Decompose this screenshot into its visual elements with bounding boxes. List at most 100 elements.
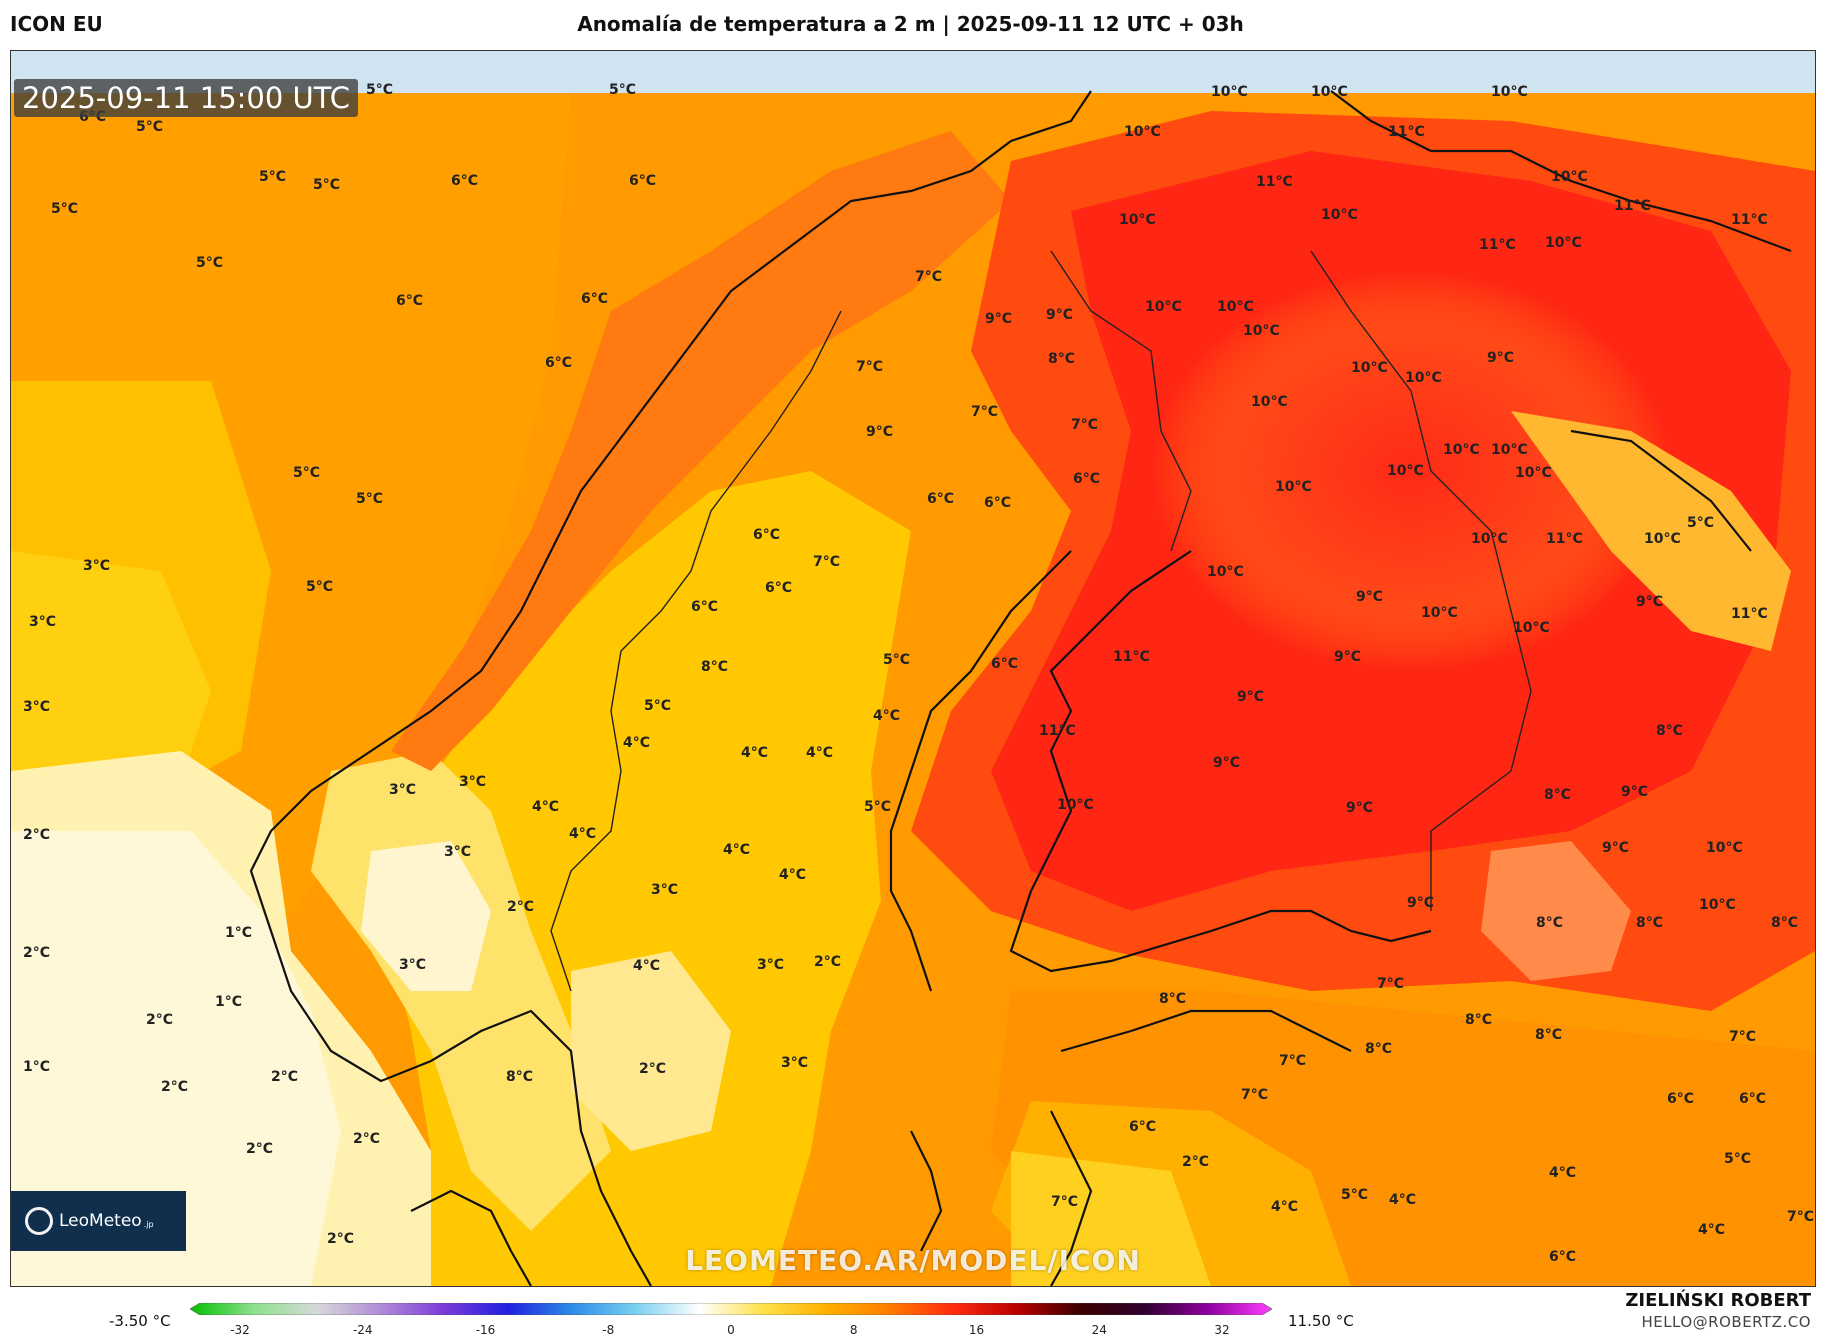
map-label: 8°C (506, 1069, 533, 1085)
map-label: 2°C (507, 899, 534, 915)
sweden-finland-border (1050, 250, 1192, 552)
map-label: 5°C (864, 799, 891, 815)
map-label: 5°C (366, 82, 393, 98)
map-label: 5°C (1724, 1151, 1751, 1167)
map-label: 6°C (545, 355, 572, 371)
map-label: 1°C (23, 1059, 50, 1075)
map-label: 10°C (1513, 620, 1550, 636)
map-label: 7°C (1787, 1209, 1814, 1225)
map-label: 10°C (1545, 235, 1582, 251)
map-label: 9°C (1407, 895, 1434, 911)
valid-time-badge: 2025-09-11 15:00 UTC (14, 79, 359, 117)
map-label: 11°C (1388, 124, 1425, 140)
map-label: 9°C (1621, 784, 1648, 800)
map-label: 4°C (1271, 1199, 1298, 1215)
colorbar-tick-label: -16 (475, 1323, 496, 1337)
map-label: 3°C (757, 957, 784, 973)
map-label: 4°C (633, 958, 660, 974)
map-label: 5°C (306, 579, 333, 595)
map-label: 9°C (1334, 649, 1361, 665)
map-label: 4°C (623, 735, 650, 751)
temperature-anomaly-map[interactable]: 5°C 5°C 6°C 5°C 5°C 5°C 6°C 6°C 5°C 5°C … (11, 51, 1815, 1286)
norway-sweden-coastline (249, 90, 1092, 1286)
map-label: 2°C (271, 1069, 298, 1085)
map-label: 1°C (225, 925, 252, 941)
map-label: 10°C (1706, 840, 1743, 856)
model-name: ICON EU (10, 12, 103, 36)
map-label: 6°C (765, 580, 792, 596)
map-label: 10°C (1124, 124, 1161, 140)
map-label: 7°C (1729, 1029, 1756, 1045)
map-label: 11°C (1039, 723, 1076, 739)
map-label: 10°C (1321, 207, 1358, 223)
map-label: 1°C (215, 994, 242, 1010)
coastlines (249, 90, 1792, 1286)
map-label: 8°C (1048, 351, 1075, 367)
colorbar-tick-label: 32 (1214, 1323, 1230, 1337)
map-label: 9°C (1636, 594, 1663, 610)
map-label: 3°C (651, 882, 678, 898)
colorbar-min-label: -3.50 °C (109, 1312, 171, 1330)
author-email[interactable]: HELLO@ROBERTZ.CO (1641, 1313, 1811, 1331)
map-label: 5°C (259, 169, 286, 185)
colorbar-tick-label: 8 (849, 1323, 858, 1337)
baltic-east-coast (1050, 1110, 1093, 1286)
map-label: 5°C (356, 491, 383, 507)
map-label: 9°C (1237, 689, 1264, 705)
map-label: 6°C (396, 293, 423, 309)
map-label: 3°C (389, 782, 416, 798)
map-label: 5°C (883, 652, 910, 668)
map-label: 5°C (293, 465, 320, 481)
logo-suffix: .jp (143, 1220, 154, 1229)
denmark-coast (410, 1189, 532, 1286)
map-label: 8°C (701, 659, 728, 675)
kola-coastline (1330, 90, 1792, 253)
norway-sweden-border (550, 310, 842, 992)
map-label: 7°C (915, 269, 942, 285)
map-label: 6°C (1739, 1091, 1766, 1107)
source-watermark: LEOMETEO.AR/MODEL/ICON (685, 1244, 1141, 1277)
finland-russia-border (1310, 250, 1532, 911)
map-label: 11°C (1614, 198, 1651, 214)
leometeo-logo[interactable]: LeoMeteo .jp (11, 1191, 186, 1251)
map-label: 8°C (1636, 915, 1663, 931)
colorbar-tick-label: 24 (1091, 1323, 1107, 1337)
map-label: 5°C (644, 698, 671, 714)
map-label: 8°C (1535, 1027, 1562, 1043)
map-label: 6°C (991, 656, 1018, 672)
map-label: 9°C (1346, 800, 1373, 816)
sun-icon (25, 1207, 53, 1235)
map-label: 9°C (1487, 350, 1514, 366)
map-label: 10°C (1145, 299, 1182, 315)
map-label: 3°C (459, 774, 486, 790)
colorbar-tick-label: -24 (352, 1323, 373, 1337)
map-label: 11°C (1113, 649, 1150, 665)
map-label: 3°C (781, 1055, 808, 1071)
map-label: 2°C (146, 1012, 173, 1028)
map-label: 2°C (23, 945, 50, 961)
map-label: 8°C (1544, 787, 1571, 803)
chart-title: Anomalía de temperatura a 2 m | 2025-09-… (577, 12, 1244, 36)
colorbar-tick-label: 0 (727, 1323, 735, 1337)
map-label: 5°C (1341, 1187, 1368, 1203)
map-label: 10°C (1551, 169, 1588, 185)
map-label: 7°C (1071, 417, 1098, 433)
map-label: 8°C (1159, 991, 1186, 1007)
map-label: 10°C (1207, 564, 1244, 580)
map-label: 10°C (1217, 299, 1254, 315)
map-label: 2°C (639, 1061, 666, 1077)
map-label: 3°C (444, 844, 471, 860)
logo-brand: LeoMeteo (59, 1211, 142, 1231)
map-panel[interactable]: 5°C 5°C 6°C 5°C 5°C 5°C 6°C 6°C 5°C 5°C … (10, 50, 1816, 1287)
colorbar (190, 1303, 1272, 1315)
map-label: 3°C (23, 699, 50, 715)
map-label: 4°C (1698, 1222, 1725, 1238)
colorbar-tick-label: -8 (602, 1323, 615, 1337)
map-label: 7°C (1279, 1053, 1306, 1069)
map-label: 10°C (1491, 84, 1528, 100)
map-label: 10°C (1644, 531, 1681, 547)
map-label: 5°C (609, 82, 636, 98)
map-label: 6°C (927, 491, 954, 507)
map-label: 6°C (1129, 1119, 1156, 1135)
anomaly-zone-norway-highlands (361, 841, 491, 991)
